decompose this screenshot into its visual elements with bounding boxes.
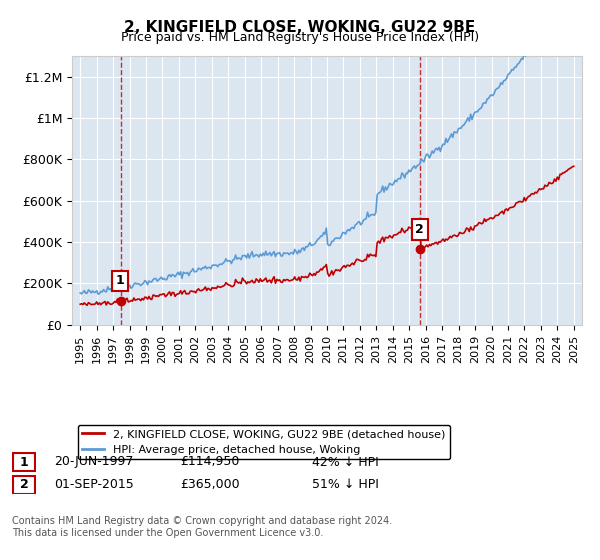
- Legend: 2, KINGFIELD CLOSE, WOKING, GU22 9BE (detached house), HPI: Average price, detac: 2, KINGFIELD CLOSE, WOKING, GU22 9BE (de…: [77, 424, 450, 459]
- Text: £114,950: £114,950: [180, 455, 239, 469]
- Text: 2: 2: [20, 478, 28, 491]
- FancyBboxPatch shape: [13, 476, 35, 493]
- Text: 1: 1: [116, 274, 125, 287]
- Text: 01-SEP-2015: 01-SEP-2015: [54, 478, 134, 491]
- Text: 42% ↓ HPI: 42% ↓ HPI: [312, 455, 379, 469]
- Text: 51% ↓ HPI: 51% ↓ HPI: [312, 478, 379, 491]
- Text: 2: 2: [415, 223, 424, 236]
- Text: Contains HM Land Registry data © Crown copyright and database right 2024.
This d: Contains HM Land Registry data © Crown c…: [12, 516, 392, 538]
- Text: 20-JUN-1997: 20-JUN-1997: [54, 455, 133, 469]
- Text: 1: 1: [20, 456, 28, 469]
- Text: 2, KINGFIELD CLOSE, WOKING, GU22 9BE: 2, KINGFIELD CLOSE, WOKING, GU22 9BE: [124, 20, 476, 35]
- FancyBboxPatch shape: [13, 454, 35, 471]
- Text: £365,000: £365,000: [180, 478, 239, 491]
- Text: Price paid vs. HM Land Registry's House Price Index (HPI): Price paid vs. HM Land Registry's House …: [121, 31, 479, 44]
